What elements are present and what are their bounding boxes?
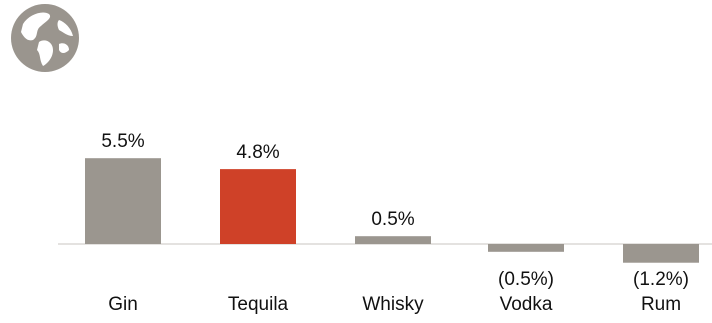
bar-rum xyxy=(623,244,699,263)
globe-icon xyxy=(9,2,81,74)
category-label-rum: Rum xyxy=(641,294,681,315)
category-label-vodka: Vodka xyxy=(500,294,553,315)
category-label-tequila: Tequila xyxy=(228,294,289,315)
bar-whisky xyxy=(355,236,431,244)
bar-tequila xyxy=(220,169,296,244)
data-label-tequila: 4.8% xyxy=(236,142,279,163)
data-label-rum: (1.2%) xyxy=(633,269,689,290)
bar-vodka xyxy=(488,244,564,252)
bar-gin xyxy=(85,158,161,244)
category-label-whisky: Whisky xyxy=(362,294,424,315)
data-label-vodka: (0.5%) xyxy=(498,269,554,290)
category-label-gin: Gin xyxy=(108,294,138,315)
data-label-gin: 5.5% xyxy=(101,131,144,152)
data-label-whisky: 0.5% xyxy=(371,209,414,230)
